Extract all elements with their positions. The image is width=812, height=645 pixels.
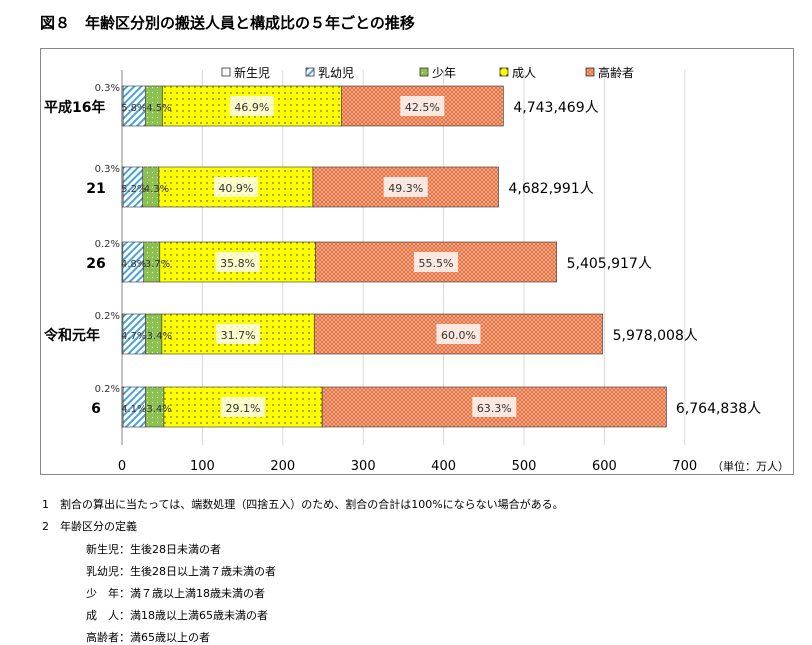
definition: 乳幼児：生後28日以上満７歳未満の者 [86, 565, 276, 578]
data-label: 4.7% [121, 331, 146, 342]
data-label-bg [216, 324, 261, 344]
legend-label: 少年 [432, 66, 456, 80]
data-label: 3.4% [147, 331, 172, 342]
data-label-bg [383, 177, 428, 197]
data-label: 4.8% [121, 259, 146, 270]
data-label: 3.7% [145, 259, 170, 270]
legend-swatch [499, 67, 509, 77]
data-label-bg [414, 252, 459, 272]
data-label: 5.8% [121, 103, 146, 114]
data-label: 46.9% [234, 101, 269, 114]
note-1: 1 割合の算出に当たっては、端数処理（四捨五入）のため、割合の合計は100%にな… [42, 498, 564, 511]
legend-label: 新生児 [234, 65, 270, 80]
legend-label: 高齢者 [598, 65, 634, 80]
x-tick-label: 300 [351, 459, 376, 474]
data-label: 5.2% [121, 184, 146, 195]
category-label: 平成16年 [44, 99, 105, 116]
x-tick-label: 0 [118, 459, 126, 474]
x-tick-label: 600 [592, 459, 617, 474]
data-label-bg [229, 96, 274, 116]
category-label: 26 [86, 256, 105, 272]
x-axis-unit-label: （単位：万人） [712, 459, 789, 473]
x-tick-label: 400 [431, 459, 456, 474]
data-label: 0.2% [95, 384, 120, 395]
data-label: 55.5% [419, 257, 454, 270]
data-label: 0.2% [95, 311, 120, 322]
note-2: 2 年齢区分の定義 [42, 520, 137, 533]
legend-swatch [419, 67, 429, 77]
legend-swatch [221, 67, 231, 77]
total-label: 4,682,991人 [509, 181, 594, 197]
legend-swatch [585, 67, 595, 77]
data-label-bg [213, 177, 258, 197]
data-label: 4.5% [146, 103, 171, 114]
x-tick-label: 700 [672, 459, 697, 474]
data-label: 3.4% [146, 404, 171, 415]
data-label-bg [472, 397, 517, 417]
data-label: 4.1% [121, 404, 146, 415]
definition: 高齢者：満65歳以上の者 [86, 631, 210, 644]
chart-frame [40, 48, 794, 475]
data-label: 63.3% [477, 402, 512, 415]
total-label: 5,405,917人 [567, 256, 652, 272]
data-label-bg [436, 324, 481, 344]
legend-label: 成人 [512, 66, 536, 80]
definition: 新生児：生後28日未満の者 [86, 543, 221, 556]
data-label-bg [221, 397, 266, 417]
data-label: 60.0% [441, 329, 476, 342]
data-label: 35.8% [220, 257, 255, 270]
category-label: 21 [86, 181, 105, 197]
data-label-bg [215, 252, 260, 272]
definition: 成 人：満18歳以上満65歳未満の者 [86, 609, 268, 622]
figure-title: 図８ 年齢区分別の搬送人員と構成比の５年ごとの推移 [40, 14, 415, 32]
category-label: 令和元年 [43, 327, 100, 344]
data-label: 0.2% [95, 239, 120, 250]
data-label: 42.5% [405, 101, 440, 114]
data-label-bg [400, 96, 445, 116]
x-tick-label: 200 [270, 459, 295, 474]
legend-swatch [305, 67, 315, 77]
data-label: 31.7% [221, 329, 256, 342]
data-label: 49.3% [388, 182, 423, 195]
data-label: 40.9% [218, 182, 253, 195]
data-label: 29.1% [226, 402, 261, 415]
total-label: 5,978,008人 [613, 328, 698, 344]
legend-label: 乳幼児 [318, 66, 354, 80]
data-label: 0.3% [95, 83, 120, 94]
total-label: 4,743,469人 [513, 100, 598, 116]
category-label: 6 [91, 401, 101, 417]
definition: 少 年：満７歳以上満18歳未満の者 [86, 587, 265, 600]
stacked-bar-chart: 0 100 200 300 400 500 600 700 （単位：万人）平成16年0.3%5.… [43, 65, 789, 474]
total-label: 6,764,838人 [676, 401, 761, 417]
data-label: 0.3% [95, 164, 120, 175]
x-tick-label: 500 [512, 459, 537, 474]
x-tick-label: 100 [190, 459, 215, 474]
data-label: 4.3% [144, 184, 169, 195]
